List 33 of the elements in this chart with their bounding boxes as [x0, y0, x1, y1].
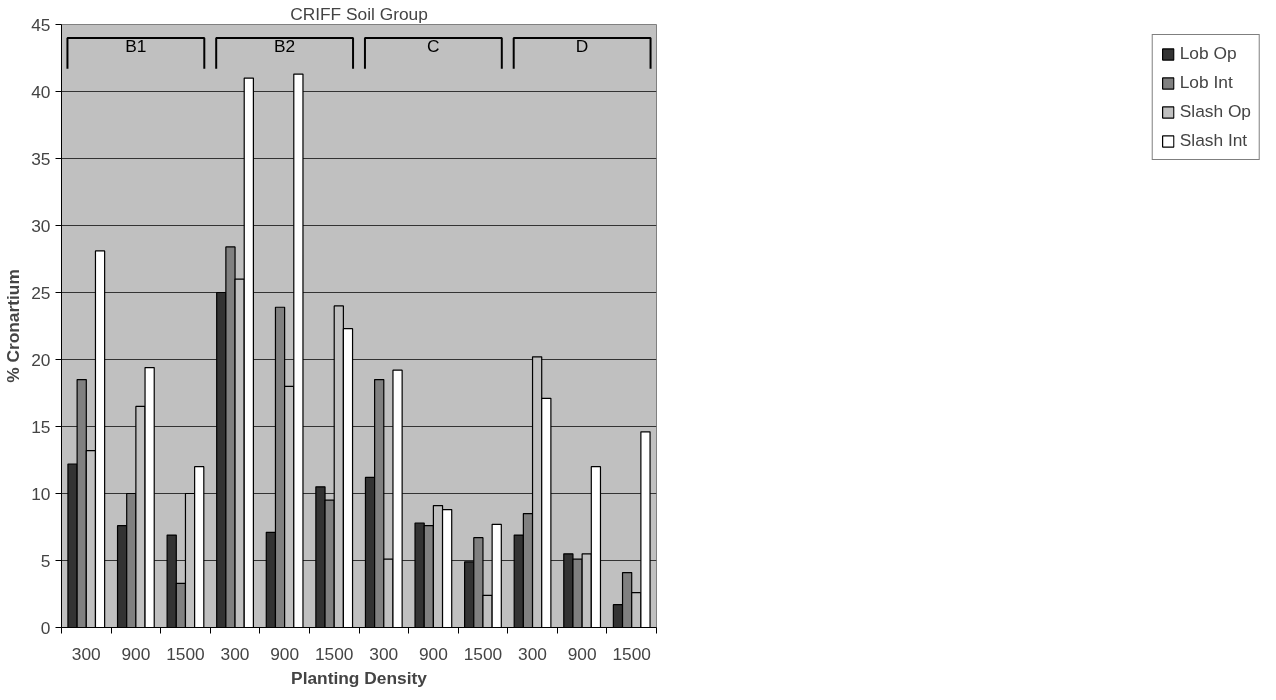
annotation: B1 — [125, 35, 147, 56]
chart-title: CRIFF Soil Group — [290, 3, 428, 24]
y-tick-label: 10 — [31, 483, 51, 504]
annotation: C — [427, 35, 440, 56]
x-axis-title: Planting Density — [291, 667, 428, 688]
x-tick-label: 900 — [418, 643, 448, 664]
x-tick-label: 300 — [71, 643, 101, 664]
x-tick-label: 1500 — [166, 643, 205, 664]
legend-label: Lob Int — [1179, 72, 1233, 93]
annotation: D — [575, 35, 589, 56]
legend-label: Slash Op — [1179, 101, 1251, 122]
annotation: B2 — [274, 35, 296, 56]
x-tick-label: 1500 — [463, 643, 503, 664]
x-tick-label: 300 — [369, 643, 399, 664]
x-tick-label: 900 — [121, 643, 151, 664]
y-tick-label: 30 — [31, 215, 51, 236]
y-tick-label: 20 — [31, 349, 51, 370]
y-tick-label: 25 — [31, 282, 51, 303]
x-tick-label: 300 — [518, 643, 548, 664]
legend-label: Slash Int — [1179, 130, 1248, 151]
y-tick-label: 45 — [31, 14, 51, 35]
y-tick-label: 35 — [31, 148, 51, 169]
x-tick-label: 300 — [220, 643, 250, 664]
x-tick-label: 1500 — [314, 643, 354, 664]
y-tick-label: 5 — [40, 550, 51, 571]
x-tick-label: 1500 — [612, 643, 651, 664]
y-tick-label: 0 — [40, 617, 51, 638]
y-tick-label: 40 — [31, 81, 51, 102]
x-tick-label: 900 — [270, 643, 300, 664]
legend-label: Lob Op — [1179, 43, 1237, 64]
y-axis-title: % Cronartium — [3, 269, 24, 383]
y-tick-label: 15 — [31, 416, 51, 437]
x-tick-label: 900 — [567, 643, 597, 664]
